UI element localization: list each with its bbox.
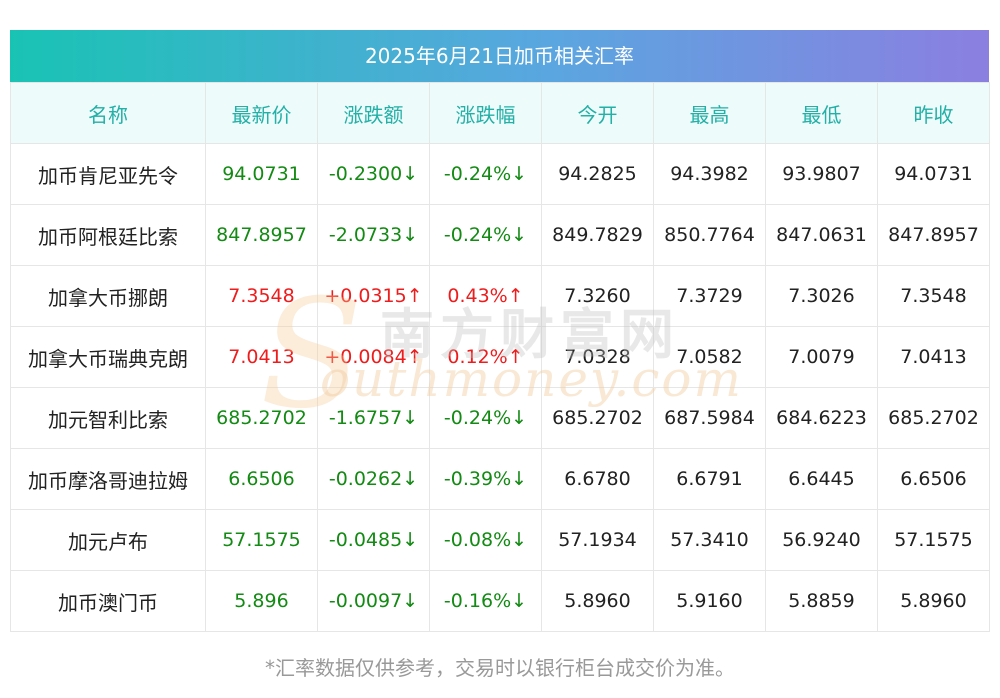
cell-name: 加拿大币挪朗	[10, 265, 206, 327]
cell-change-pct: -0.08%↓	[429, 509, 542, 571]
column-header-low: 最低	[765, 82, 878, 144]
cell-change-pct: -0.24%↓	[429, 143, 542, 205]
cell-prev-close: 5.8960	[877, 570, 990, 632]
cell-high: 6.6791	[653, 448, 766, 510]
cell-high: 687.5984	[653, 387, 766, 449]
cell-low: 7.0079	[765, 326, 878, 388]
cell-latest: 94.0731	[205, 143, 318, 205]
cell-latest: 7.3548	[205, 265, 318, 327]
cell-change: -0.2300↓	[317, 143, 430, 205]
cell-open: 6.6780	[541, 448, 654, 510]
cell-latest: 57.1575	[205, 509, 318, 571]
cell-high: 57.3410	[653, 509, 766, 571]
table-row: 加拿大币瑞典克朗 7.0413 +0.0084↑ 0.12%↑ 7.0328 7.0582…	[10, 326, 990, 388]
cell-name: 加币阿根廷比索	[10, 204, 206, 266]
cell-prev-close: 7.3548	[877, 265, 990, 327]
header-row: 名称 最新价 涨跌额 涨跌幅 今开 最高 最低 昨收	[10, 82, 990, 144]
cell-low: 93.9807	[765, 143, 878, 205]
table-title: 2025年6月21日加币相关汇率	[10, 30, 989, 82]
cell-high: 94.3982	[653, 143, 766, 205]
cell-high: 7.3729	[653, 265, 766, 327]
cell-change-pct: -0.24%↓	[429, 387, 542, 449]
cell-open: 5.8960	[541, 570, 654, 632]
column-header-latest: 最新价	[205, 82, 318, 144]
exchange-rate-table: 名称 最新价 涨跌额 涨跌幅 今开 最高 最低 昨收 加币肯尼亚先令 94.073…	[10, 82, 990, 632]
cell-prev-close: 685.2702	[877, 387, 990, 449]
disclaimer-footnote: *汇率数据仅供参考，交易时以银行柜台成交价为准。	[265, 656, 735, 680]
cell-high: 7.0582	[653, 326, 766, 388]
cell-low: 7.3026	[765, 265, 878, 327]
cell-change: +0.0084↑	[317, 326, 430, 388]
cell-prev-close: 57.1575	[877, 509, 990, 571]
cell-prev-close: 94.0731	[877, 143, 990, 205]
cell-latest: 7.0413	[205, 326, 318, 388]
cell-change: -0.0262↓	[317, 448, 430, 510]
cell-low: 847.0631	[765, 204, 878, 266]
cell-name: 加拿大币瑞典克朗	[10, 326, 206, 388]
cell-change: +0.0315↑	[317, 265, 430, 327]
cell-prev-close: 7.0413	[877, 326, 990, 388]
cell-change: -1.6757↓	[317, 387, 430, 449]
cell-name: 加币澳门币	[10, 570, 206, 632]
table-row: 加币澳门币 5.896 -0.0097↓ -0.16%↓ 5.8960 5.9160 5.8…	[10, 570, 990, 632]
column-header-open: 今开	[541, 82, 654, 144]
cell-latest: 6.6506	[205, 448, 318, 510]
cell-name: 加币摩洛哥迪拉姆	[10, 448, 206, 510]
cell-low: 6.6445	[765, 448, 878, 510]
column-header-change-pct: 涨跌幅	[429, 82, 542, 144]
cell-low: 684.6223	[765, 387, 878, 449]
cell-open: 849.7829	[541, 204, 654, 266]
table-row: 加币肯尼亚先令 94.0731 -0.2300↓ -0.24%↓ 94.2825 94.3…	[10, 143, 990, 205]
cell-change: -2.0733↓	[317, 204, 430, 266]
cell-low: 5.8859	[765, 570, 878, 632]
cell-open: 685.2702	[541, 387, 654, 449]
cell-open: 7.0328	[541, 326, 654, 388]
cell-latest: 685.2702	[205, 387, 318, 449]
table-row: 加币摩洛哥迪拉姆 6.6506 -0.0262↓ -0.39%↓ 6.6780 6.679…	[10, 448, 990, 510]
cell-prev-close: 6.6506	[877, 448, 990, 510]
column-header-change: 涨跌额	[317, 82, 430, 144]
cell-change-pct: 0.12%↑	[429, 326, 542, 388]
cell-name: 加元卢布	[10, 509, 206, 571]
cell-low: 56.9240	[765, 509, 878, 571]
cell-latest: 847.8957	[205, 204, 318, 266]
cell-name: 加币肯尼亚先令	[10, 143, 206, 205]
table-row: 加元智利比索 685.2702 -1.6757↓ -0.24%↓ 685.2702 687…	[10, 387, 990, 449]
table-row: 加拿大币挪朗 7.3548 +0.0315↑ 0.43%↑ 7.3260 7.3729 7.…	[10, 265, 990, 327]
column-header-high: 最高	[653, 82, 766, 144]
cell-change: -0.0485↓	[317, 509, 430, 571]
cell-change-pct: -0.39%↓	[429, 448, 542, 510]
table-row: 加币阿根廷比索 847.8957 -2.0733↓ -0.24%↓ 849.7829 85…	[10, 204, 990, 266]
table-row: 加元卢布 57.1575 -0.0485↓ -0.08%↓ 57.1934 57.3410…	[10, 509, 990, 571]
cell-high: 5.9160	[653, 570, 766, 632]
cell-open: 7.3260	[541, 265, 654, 327]
cell-change-pct: -0.16%↓	[429, 570, 542, 632]
cell-change-pct: -0.24%↓	[429, 204, 542, 266]
rate-table-card: 2025年6月21日加币相关汇率 名称 最新价 涨跌额 涨跌幅 今开 最高 最低…	[10, 30, 990, 632]
cell-open: 94.2825	[541, 143, 654, 205]
cell-change-pct: 0.43%↑	[429, 265, 542, 327]
cell-high: 850.7764	[653, 204, 766, 266]
cell-latest: 5.896	[205, 570, 318, 632]
cell-prev-close: 847.8957	[877, 204, 990, 266]
column-header-prev-close: 昨收	[877, 82, 990, 144]
cell-name: 加元智利比索	[10, 387, 206, 449]
cell-open: 57.1934	[541, 509, 654, 571]
column-header-name: 名称	[10, 82, 206, 144]
cell-change: -0.0097↓	[317, 570, 430, 632]
